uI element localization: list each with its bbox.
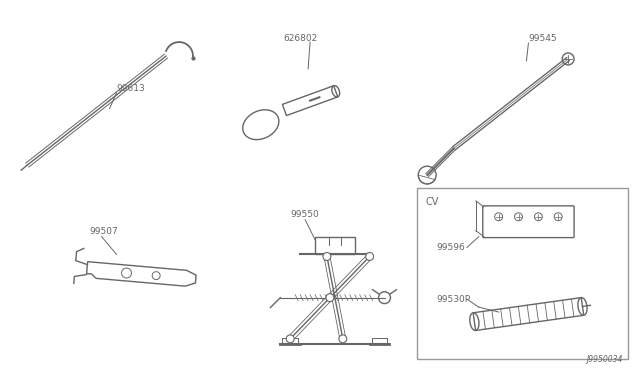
- Text: 99596: 99596: [436, 243, 465, 252]
- Text: 99507: 99507: [90, 227, 118, 236]
- Text: CV: CV: [425, 197, 438, 207]
- Text: 99530P: 99530P: [436, 295, 470, 304]
- Circle shape: [339, 335, 347, 343]
- Text: 626802: 626802: [283, 33, 317, 43]
- Text: 99550: 99550: [291, 210, 319, 219]
- Text: 99613: 99613: [116, 84, 145, 93]
- Circle shape: [323, 253, 331, 260]
- Text: J9950034: J9950034: [586, 355, 623, 364]
- Circle shape: [326, 294, 334, 302]
- Circle shape: [286, 335, 294, 343]
- Circle shape: [365, 253, 374, 260]
- Text: 99545: 99545: [529, 33, 557, 43]
